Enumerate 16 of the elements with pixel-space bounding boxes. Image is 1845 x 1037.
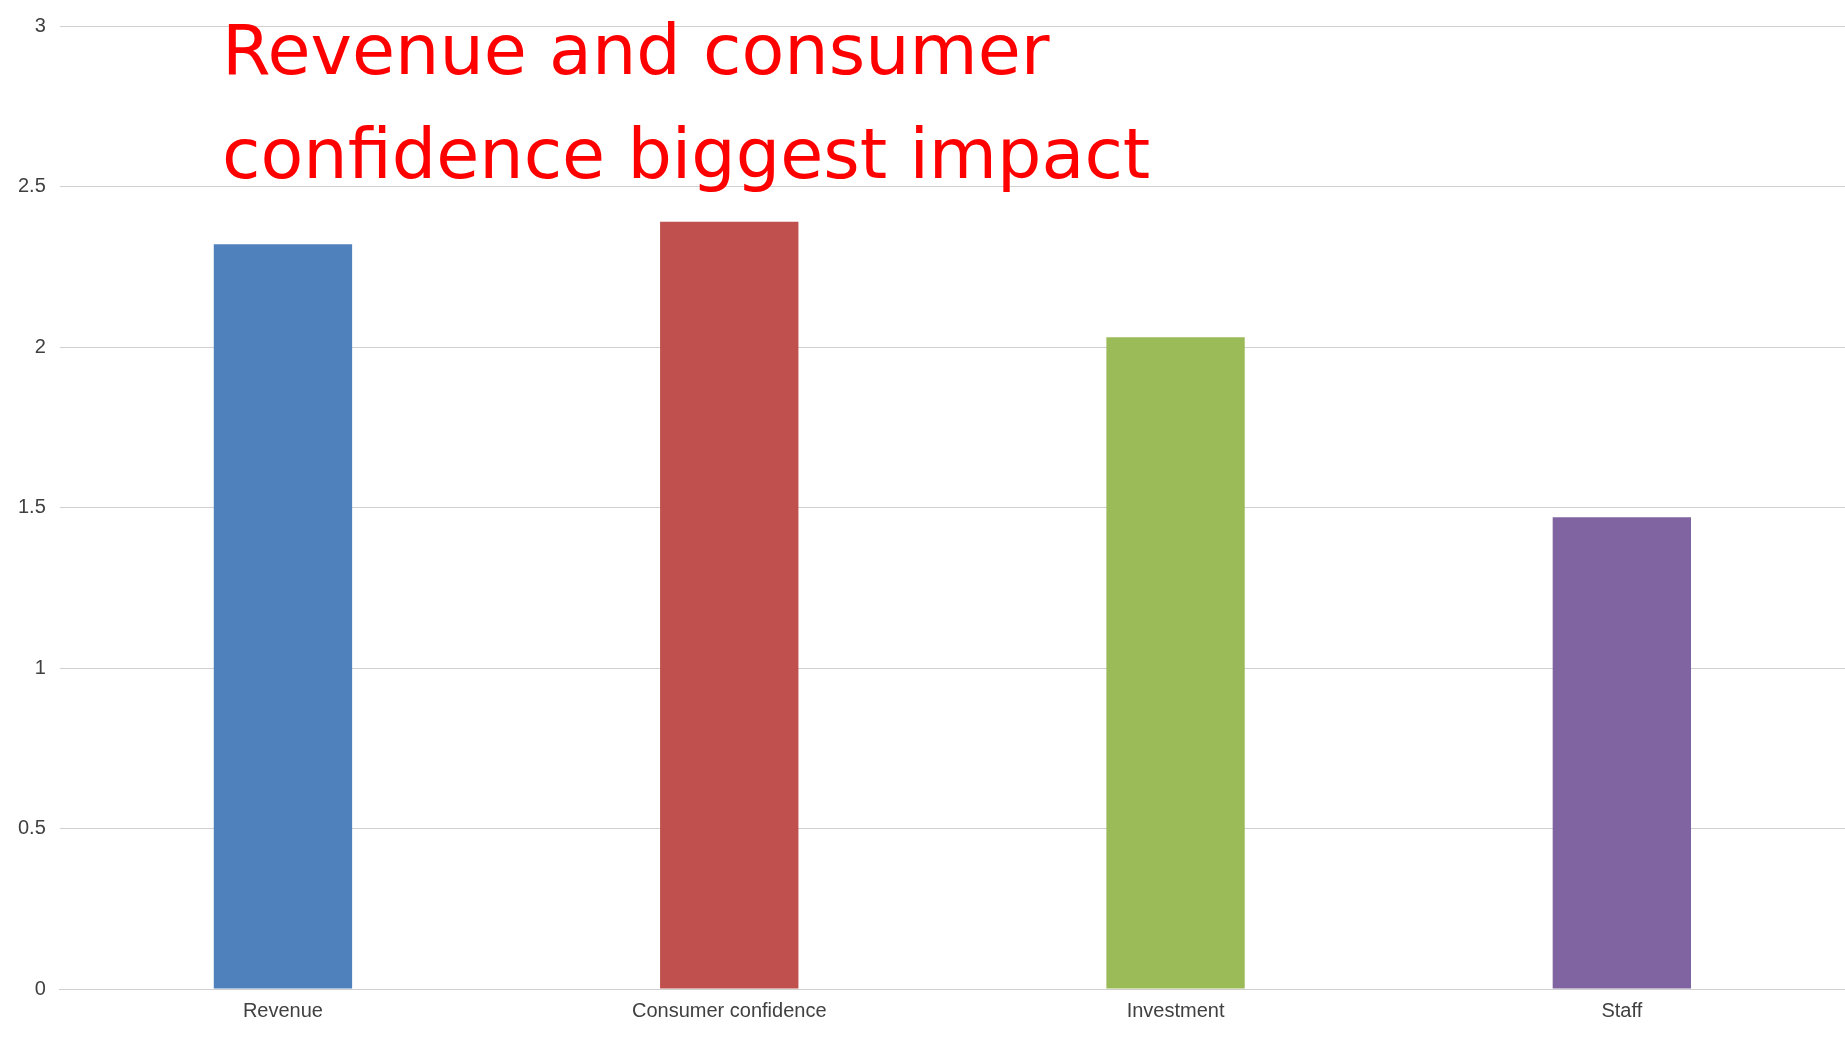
x-tick-label: Investment [1126, 998, 1225, 1021]
y-tick-label: 2 [34, 334, 46, 357]
text: Revenue and consumer confidence biggest impact [222, 8, 1152, 197]
x-tick-label: Staff [1601, 998, 1643, 1021]
y-tick-label: 1.5 [17, 495, 46, 518]
bar [1106, 337, 1245, 989]
bar [660, 221, 799, 989]
y-tick-label: 2.5 [17, 174, 46, 197]
bar [213, 244, 353, 989]
y-tick-label: 0 [34, 976, 46, 999]
x-tick-label: Consumer confidence [631, 998, 827, 1021]
y-tick-label: 0.5 [17, 816, 46, 839]
bar [1552, 517, 1692, 989]
x-tick-label: Revenue [242, 998, 323, 1021]
y-tick-label: 1 [34, 655, 46, 678]
y-tick-label: 3 [34, 13, 46, 36]
